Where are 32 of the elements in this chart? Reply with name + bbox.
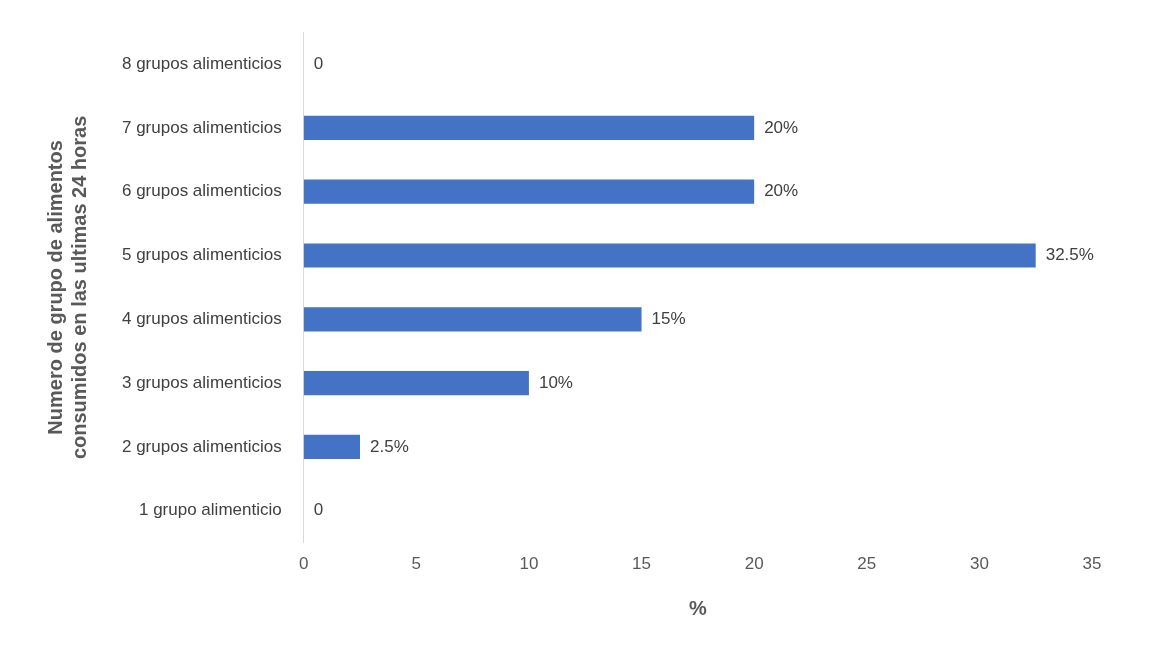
x-tick-label: 20 [744,554,764,574]
data-label: 10% [538,372,573,392]
data-label: 0 [313,500,324,520]
bar [303,179,755,204]
y-tick-label: 2 grupos alimenticios [121,436,282,456]
bar [303,115,755,141]
y-tick-label: 5 grupos alimenticios [121,245,282,265]
data-label: 0 [313,53,324,73]
y-tick-label: 7 grupos alimenticios [121,117,282,137]
x-tick-label: 25 [857,554,877,574]
x-tick-label: 35 [1082,554,1102,574]
data-label: 2.5% [370,436,409,456]
y-tick-label: 4 grupos alimenticios [121,308,282,328]
data-label: 32.5% [1045,245,1094,265]
x-tick-label: 10 [519,554,539,574]
bar [303,434,360,460]
x-tick-label: 0 [298,554,309,574]
y-tick-label: 6 grupos alimenticios [121,181,282,201]
x-axis-title: % [688,596,707,619]
x-tick-label: 30 [969,554,989,574]
y-tick-label: 8 grupos alimenticios [121,53,282,73]
y-tick-label: 3 grupos alimenticios [121,372,282,392]
x-tick-label: 15 [632,554,651,574]
data-label: 15% [651,308,686,328]
x-tick-label: 5 [411,554,422,574]
y-axis-title: Numero de grupo de alimentos consumidos en las ultimas 24 horas [43,115,90,460]
y-tick-label: 1 grupo alimenticio [138,500,282,520]
data-label: 20% [764,181,799,201]
bar [303,370,529,396]
bar [303,307,642,332]
data-label: 20% [764,117,799,137]
bar [303,243,1036,268]
